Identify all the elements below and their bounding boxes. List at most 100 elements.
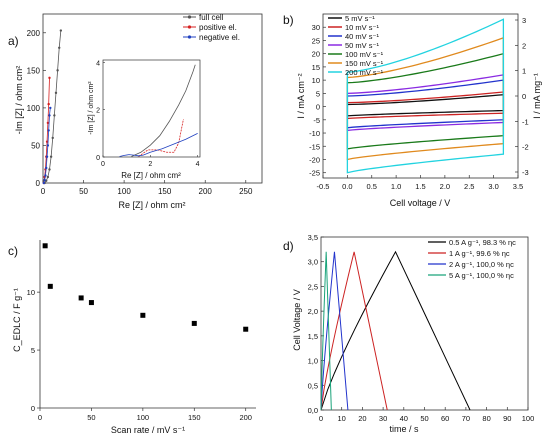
x-tick-label-b: 3.5 (513, 182, 523, 191)
legend-marker-a (187, 25, 192, 29)
y-tick-label-a: 0 (36, 179, 41, 188)
x-tick-label-a: 150 (158, 187, 172, 196)
legend-entry-b: 200 mV s⁻¹ (345, 68, 384, 77)
data-point-a (48, 76, 51, 80)
gcd-curve-d (320, 251, 349, 411)
legend-entry-b: 5 mV s⁻¹ (345, 14, 375, 23)
inset-frame-a (102, 59, 201, 158)
legend-entry-b: 150 mV s⁻¹ (345, 59, 384, 68)
inset-series-line (138, 119, 184, 157)
x-tick-label-d: 10 (338, 414, 346, 423)
y-right-tick-label-b: 3 (522, 16, 526, 25)
data-point-c (88, 300, 94, 306)
y-tick-label-d: 2,0 (308, 307, 318, 316)
data-point-c (42, 243, 48, 249)
y-right-tick-label-b: 2 (522, 41, 526, 50)
x-tick-label-a: 50 (79, 187, 88, 196)
data-point-c (78, 295, 84, 301)
data-point-a (58, 46, 61, 49)
data-point-c (243, 326, 249, 332)
inset-x-label: Re [Z] / ohm cm² (121, 171, 181, 180)
y-tick-label-b: 30 (312, 23, 320, 32)
x-tick-label-b: 0.5 (367, 182, 377, 191)
y-tick-label-b: 10 (312, 76, 320, 85)
legend-marker-a (187, 35, 192, 39)
inset-x-tick-label: 2 (148, 161, 152, 168)
data-point-a (51, 136, 54, 140)
x-tick-label-d: 80 (482, 414, 490, 423)
y-tick-label-d: 3,5 (308, 233, 318, 242)
legend-entry-d: 0.5 A g⁻¹, 98.3 % ηc (449, 238, 516, 247)
y-right-tick-label-b: 0 (522, 92, 526, 101)
data-point-a (46, 144, 50, 147)
legend-entry-b: 100 mV s⁻¹ (345, 50, 384, 59)
y-right-axis-label-b: I / mA mg⁻¹ (532, 73, 542, 119)
y-tick-label-b: -10 (309, 129, 320, 138)
data-point-a (49, 106, 52, 110)
x-tick-label-d: 40 (400, 414, 408, 423)
y-tick-label-d: 1,5 (308, 332, 318, 341)
y-tick-label-c: 5 (31, 346, 35, 355)
x-tick-label-b: 2.0 (440, 182, 450, 191)
x-tick-label-a: 0 (41, 187, 46, 196)
data-point-a (48, 168, 51, 171)
x-tick-label-c: 0 (38, 413, 42, 422)
x-axis-label-d: time / s (389, 424, 419, 434)
y-right-tick-label-b: -3 (522, 168, 529, 177)
y-tick-label-c: 10 (27, 288, 35, 297)
data-point-a (59, 29, 63, 32)
legend-entry-a: negative el. (199, 33, 240, 42)
y-axis-label-d: Cell Voltage / V (292, 289, 302, 351)
data-point-a (45, 155, 49, 158)
cv-loop-b (346, 93, 505, 117)
x-tick-label-a: 100 (117, 187, 131, 196)
x-tick-label-c: 150 (188, 413, 201, 422)
legend-entry-a: full cell (199, 13, 224, 22)
inset-x-tick-label: 4 (196, 161, 200, 168)
legend-entry-b: 40 mV s⁻¹ (345, 32, 379, 41)
panel-label-c: c) (8, 244, 18, 258)
y-tick-label-d: 2,5 (308, 282, 318, 291)
x-tick-label-a: 250 (239, 187, 253, 196)
x-axis-label-b: Cell voltage / V (390, 198, 451, 208)
panel-label-a: a) (8, 34, 19, 48)
panel-b: b)-0.5 0.0 0.5 1.0 1.5 2.0 2.5 3.0 3.5-25-20-15-… (283, 13, 542, 208)
data-point-a (44, 174, 47, 177)
gcd-curve-d (320, 250, 471, 411)
y-tick-label-b: -20 (309, 155, 320, 164)
legend-marker-a (187, 15, 192, 19)
x-tick-label-d: 30 (379, 414, 387, 423)
y-tick-label-d: 0,5 (308, 381, 318, 390)
x-tick-label-d: 20 (358, 414, 366, 423)
panel-label-d: d) (283, 239, 294, 253)
y-tick-label-b: -5 (313, 116, 320, 125)
x-tick-label-b: 0.0 (342, 182, 352, 191)
data-point-a (54, 91, 58, 95)
legend-entry-d: 1 A g⁻¹, 99.6 % ηc (449, 249, 510, 258)
gcd-curve-d (320, 251, 332, 411)
y-tick-label-d: 3,0 (308, 258, 318, 267)
panel-d: d) 0 10 20 30 40 50 60 70 80 90 100 0,0 0,5 1,0 1,5 2,0 2… (283, 233, 534, 434)
y-tick-label-d: 1,0 (308, 357, 318, 366)
data-point-a (46, 121, 50, 125)
x-tick-label-d: 90 (503, 414, 511, 423)
x-tick-label-c: 50 (87, 413, 95, 422)
x-tick-label-b: 1.5 (415, 182, 425, 191)
y-tick-label-c: 0 (31, 404, 35, 413)
inset-y-tick-label: 0 (96, 155, 100, 162)
y-tick-label-a: 200 (27, 29, 41, 38)
legend-entry-d: 5 A g⁻¹, 100,0 % ηc (449, 271, 514, 280)
x-axis-label-a: Re [Z] / ohm cm² (118, 200, 185, 210)
x-tick-label-c: 100 (137, 413, 150, 422)
panel-label-b: b) (283, 13, 294, 27)
data-point-a (47, 102, 50, 106)
x-tick-label-d: 100 (522, 414, 535, 423)
y-right-tick-label-b: 1 (522, 67, 526, 76)
y-tick-label-a: 100 (27, 104, 41, 113)
x-tick-label-b: -0.5 (317, 182, 330, 191)
y-axis-label-c: C_EDLC / F g⁻¹ (12, 288, 22, 352)
y-tick-label-b: 15 (312, 63, 320, 72)
x-tick-label-b: 2.5 (464, 182, 474, 191)
inset-y-label: -Im [Z] / ohm cm² (88, 81, 95, 135)
